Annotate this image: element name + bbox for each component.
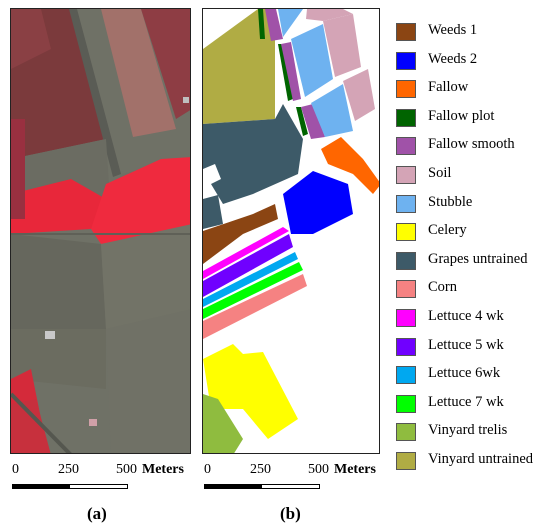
legend-label: Vinyard trelis [428,422,508,439]
legend-label: Lettuce 6wk [428,365,501,382]
weeds-2-region [283,171,353,234]
vinyard-untrained-region [203,9,275,124]
soil-region [306,9,353,21]
legend-item: Fallow plot [396,106,548,135]
legend-swatch [396,251,416,270]
grapes-untrained-region [203,104,303,204]
legend-label: Lettuce 7 wk [428,393,504,410]
legend-label: Grapes untrained [428,250,528,267]
legend-item: Celery [396,220,548,249]
legend-item: Lettuce 4 wk [396,306,548,335]
stubble-region [278,9,303,37]
scale-a-tick-0: 0 [12,462,19,477]
corn-region [203,274,307,339]
fallow-smooth-region-3 [301,104,325,139]
fallow-plot-region-2 [278,44,293,101]
legend-item: Fallow [396,77,548,106]
legend-swatch [396,23,416,41]
scale-a-tick-500: 500 [116,462,137,477]
vinyard-trelis-region [203,394,243,453]
legend-label: Fallow plot [428,107,495,124]
scale-a-bar [12,484,128,489]
scale-b-tick-500: 500 [308,462,329,477]
scale-a-unit: Meters [142,462,184,477]
legend-swatch [396,394,416,413]
legend-label: Lettuce 5 wk [428,336,504,353]
legend-swatch [396,423,416,442]
legend-item: Lettuce 7 wk [396,392,548,421]
legend-swatch [396,137,416,156]
soil-region-3 [343,69,375,121]
legend-item: Soil [396,163,548,192]
ground-truth-map [203,9,379,453]
soil-region-2 [323,14,361,77]
legend-label: Vinyard untrained [428,450,534,467]
false-color-image-panel [10,8,191,454]
lettuce-4wk-region [203,227,289,279]
legend-item: Grapes untrained [396,249,548,278]
caption-b: (b) [280,504,301,523]
stubble-region-3 [311,84,353,137]
stubble-region-2 [291,24,333,97]
fallow-plot-region-3 [296,107,308,136]
legend-item: Fallow smooth [396,134,548,163]
legend-swatch [396,80,416,99]
legend-label: Stubble [428,193,473,210]
legend-item: Weeds 1 [396,20,548,49]
fallow-region [321,137,379,194]
legend-swatch [396,451,416,470]
legend-swatch [396,280,416,299]
legend-swatch [396,308,416,327]
celery-region [203,344,298,439]
lettuce-7wk-region [203,262,303,319]
legend-label: Fallow [428,79,469,96]
legend-item: Vinyard untrained [396,449,548,478]
scale-b-tick-0: 0 [204,462,211,477]
legend-item: Stubble [396,192,548,221]
legend-swatch [396,108,416,127]
legend-item: Lettuce 6wk [396,363,548,392]
legend-label: Lettuce 4 wk [428,307,504,324]
legend-item: Lettuce 5 wk [396,335,548,364]
fallow-smooth-region [265,9,283,41]
false-color-image [11,9,190,453]
legend-item: Vinyard trelis [396,420,548,449]
legend-label: Corn [428,279,457,296]
ground-truth-map-panel [202,8,380,454]
grapes-untrained-region-2 [203,195,223,229]
scale-a-tick-250: 250 [58,462,79,477]
legend-label: Fallow smooth [428,136,515,153]
weeds-1-region [203,204,278,264]
lettuce-6wk-region [203,252,298,307]
legend-label: Weeds 2 [428,50,478,67]
scale-bar-b: 0 250 500 Meters [204,462,376,502]
legend-swatch [396,337,416,356]
legend-item: Corn [396,277,548,306]
legend-label: Weeds 1 [428,22,478,38]
legend-label: Soil [428,164,452,181]
scale-b-tick-250: 250 [250,462,271,477]
legend-swatch [396,194,416,213]
legend: Weeds 1 Weeds 2 Fallow Fallow plot Fallow sm… [396,20,548,478]
fallow-smooth-region-2 [281,42,301,101]
legend-swatch [396,165,416,184]
legend-swatch [396,223,416,242]
scale-bar-a: 0 250 500 Meters [12,462,184,502]
lettuce-5wk-region [203,234,293,297]
legend-swatch [396,51,416,70]
legend-swatch [396,366,416,385]
legend-item: Weeds 2 [396,49,548,78]
legend-label: Celery [428,222,467,239]
caption-a: (a) [87,504,107,523]
scale-b-bar [204,484,320,489]
scale-b-unit: Meters [334,462,376,477]
fallow-plot-region [258,9,265,39]
